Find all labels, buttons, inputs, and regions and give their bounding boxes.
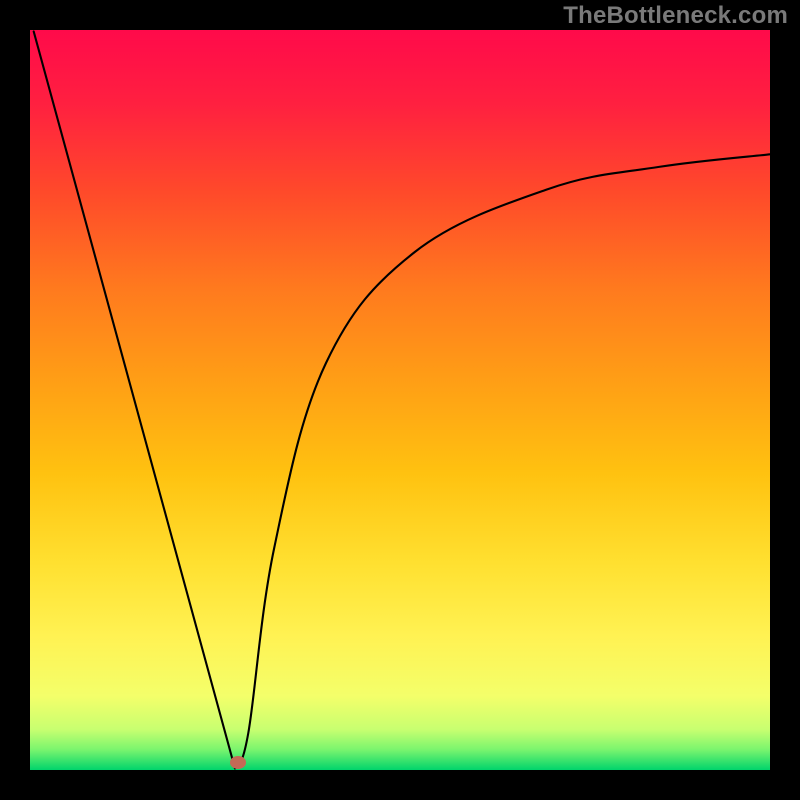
bottleneck-curve <box>30 30 770 770</box>
min-marker <box>230 756 246 768</box>
plot-area <box>30 30 770 770</box>
watermark-text: TheBottleneck.com <box>563 2 788 30</box>
chart-container: TheBottleneck.com <box>0 0 800 800</box>
